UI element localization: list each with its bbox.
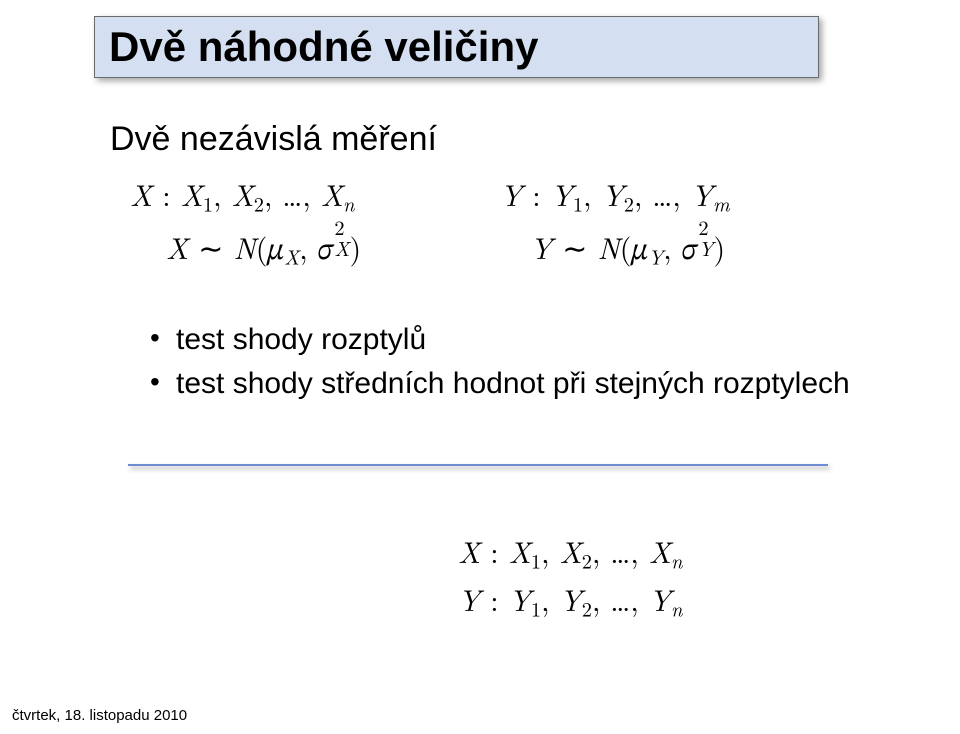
- formula-distributions: X ∼ N(μX, σ2X) Y ∼ N(μY, σ2Y): [130, 225, 361, 271]
- mu-symbol: μ: [267, 225, 284, 268]
- lower-seq-y: Y : Y1, Y2, …, Yn: [458, 576, 683, 624]
- normal-N: N: [597, 225, 619, 268]
- bullet-text: test shody rozptylů: [176, 323, 426, 356]
- slide: Dvě náhodné veličiny Dvě nezávislá měřen…: [0, 0, 960, 734]
- subtitle: Dvě nezávislá měření: [110, 120, 437, 159]
- footer-date: čtvrtek, 18. listopadu 2010: [12, 707, 187, 724]
- dist-x: X ∼ N(μX, σ2X): [130, 225, 361, 271]
- lower-formula-block: X : X1, X2, …, Xn Y : Y1, Y2, …, Yn: [458, 528, 683, 625]
- seq-x: X : X1, X2, …, Xn: [130, 172, 355, 215]
- sigma-symbol: σ: [682, 225, 698, 268]
- tilde-symbol: ∼: [562, 225, 587, 268]
- lower-seq-x: X : X1, X2, …, Xn: [458, 528, 683, 576]
- normal-N: N: [233, 225, 255, 268]
- title-box: Dvě náhodné veličiny: [94, 16, 819, 78]
- seq-y: Y : Y1, Y2, …, Ym: [500, 172, 730, 218]
- divider-line: [128, 464, 828, 466]
- bullet-text: test shody středních hodnot při stejných…: [176, 367, 850, 400]
- tilde-symbol: ∼: [198, 225, 223, 268]
- slide-title: Dvě náhodné veličiny: [109, 23, 538, 70]
- bullet-item: test shody středních hodnot při stejných…: [150, 362, 850, 406]
- dist-y: Y ∼ N(μY, σ2Y): [530, 225, 725, 271]
- sigma-symbol: σ: [318, 225, 334, 268]
- mu-symbol: μ: [631, 225, 648, 268]
- title-container: Dvě náhodné veličiny: [94, 16, 819, 78]
- bullet-list: test shody rozptylů test shody středních…: [110, 318, 850, 405]
- formula-sequences: X : X1, X2, …, Xn Y : Y1, Y2, …, Ym: [130, 172, 355, 218]
- bullet-item: test shody rozptylů: [150, 318, 850, 362]
